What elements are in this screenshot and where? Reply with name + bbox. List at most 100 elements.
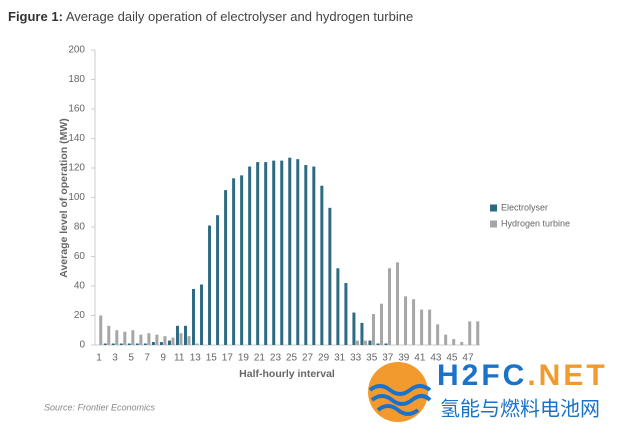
x-axis-label: Half-hourly interval	[239, 368, 335, 380]
legend-label: Electrolyser	[501, 202, 548, 212]
x-tick-label: 17	[222, 353, 234, 364]
x-tick-label: 1	[96, 353, 102, 364]
x-tick-label: 23	[270, 353, 282, 364]
watermark-brand: H2FC.NET	[437, 359, 608, 392]
bar	[288, 157, 292, 345]
logo-wave	[376, 404, 420, 416]
bar	[131, 330, 135, 345]
bar	[99, 315, 103, 345]
bar	[264, 162, 268, 345]
bar	[115, 330, 119, 345]
bar	[216, 215, 220, 345]
y-tick-label: 120	[68, 163, 85, 174]
bar	[183, 325, 187, 345]
y-tick-label: 20	[74, 310, 86, 321]
bar	[296, 159, 300, 345]
title-text: Average daily operation of electrolyser …	[66, 9, 413, 24]
bar	[320, 185, 324, 345]
bar	[175, 325, 179, 345]
y-tick-label: 60	[74, 251, 86, 262]
bar	[187, 336, 191, 345]
bar	[328, 207, 332, 345]
bar	[396, 262, 400, 345]
bar	[143, 343, 147, 345]
x-tick-label: 25	[286, 353, 298, 364]
bar	[135, 343, 139, 345]
bar	[111, 343, 115, 345]
bar	[171, 337, 175, 345]
bar	[376, 343, 380, 345]
y-axis-label: Average level of operation (MW)	[58, 118, 70, 277]
bar	[460, 342, 464, 345]
legend-label: Hydrogen turbine	[501, 218, 570, 228]
bar	[192, 288, 196, 345]
bar	[379, 303, 383, 345]
bar	[163, 336, 167, 345]
x-tick-label: 41	[414, 353, 426, 364]
y-tick-label: 80	[74, 222, 86, 233]
bar	[256, 162, 260, 345]
x-tick-label: 15	[206, 353, 218, 364]
watermark-brand-name: H2FC	[437, 359, 527, 392]
x-tick-label: 47	[462, 353, 474, 364]
bar	[404, 296, 408, 345]
x-tick-label: 5	[128, 353, 134, 364]
bar	[200, 284, 204, 345]
bar	[167, 340, 171, 345]
bar	[452, 339, 456, 345]
bar	[344, 283, 348, 345]
bar	[428, 309, 432, 345]
x-tick-label: 19	[238, 353, 250, 364]
bar	[280, 160, 284, 345]
bar	[232, 178, 236, 345]
bar	[360, 322, 364, 345]
bar	[248, 166, 252, 345]
bar	[127, 343, 131, 345]
logo-wave	[370, 394, 432, 406]
x-tick-label: 13	[190, 353, 202, 364]
y-tick-label: 100	[68, 192, 85, 203]
x-tick-label: 39	[398, 353, 410, 364]
legend-swatch	[490, 204, 497, 212]
watermark-subtitle: 氢能与燃料电池网	[440, 397, 600, 420]
y-tick-label: 0	[79, 340, 85, 351]
x-tick-label: 33	[350, 353, 362, 364]
bar	[388, 268, 392, 345]
y-tick-label: 40	[74, 281, 86, 292]
bar	[155, 334, 159, 345]
x-tick-label: 3	[112, 353, 118, 364]
bar	[352, 312, 356, 345]
bar	[304, 165, 308, 345]
bar	[159, 342, 163, 345]
bar	[368, 340, 372, 345]
bar	[312, 166, 316, 345]
bar	[412, 299, 416, 345]
bar	[179, 333, 183, 345]
x-tick-label: 27	[302, 353, 314, 364]
bar	[224, 190, 228, 345]
x-tick-label: 35	[366, 353, 378, 364]
x-tick-label: 29	[318, 353, 330, 364]
logo-wave	[368, 384, 432, 396]
bar	[420, 309, 424, 345]
bar	[384, 343, 388, 345]
y-tick-label: 180	[68, 74, 85, 85]
watermark-domain: .NET	[527, 359, 607, 392]
bar	[123, 331, 127, 345]
watermark: H2FC.NET 氢能与燃料电池网	[368, 359, 608, 422]
legend-swatch	[490, 220, 497, 228]
bar	[336, 268, 340, 345]
title-prefix: Figure 1:	[8, 9, 63, 24]
x-tick-label: 11	[174, 353, 185, 364]
x-tick-label: 9	[160, 353, 166, 364]
bar	[371, 314, 375, 345]
bar	[468, 321, 472, 345]
y-tick-label: 160	[68, 104, 85, 115]
x-tick-label: 31	[334, 353, 346, 364]
bar	[272, 160, 276, 345]
source: Source: Frontier Economics	[44, 402, 156, 412]
x-tick-label: 21	[254, 353, 266, 364]
bar	[139, 334, 143, 345]
chart-title: Figure 1: Average daily operation of ele…	[8, 9, 413, 24]
